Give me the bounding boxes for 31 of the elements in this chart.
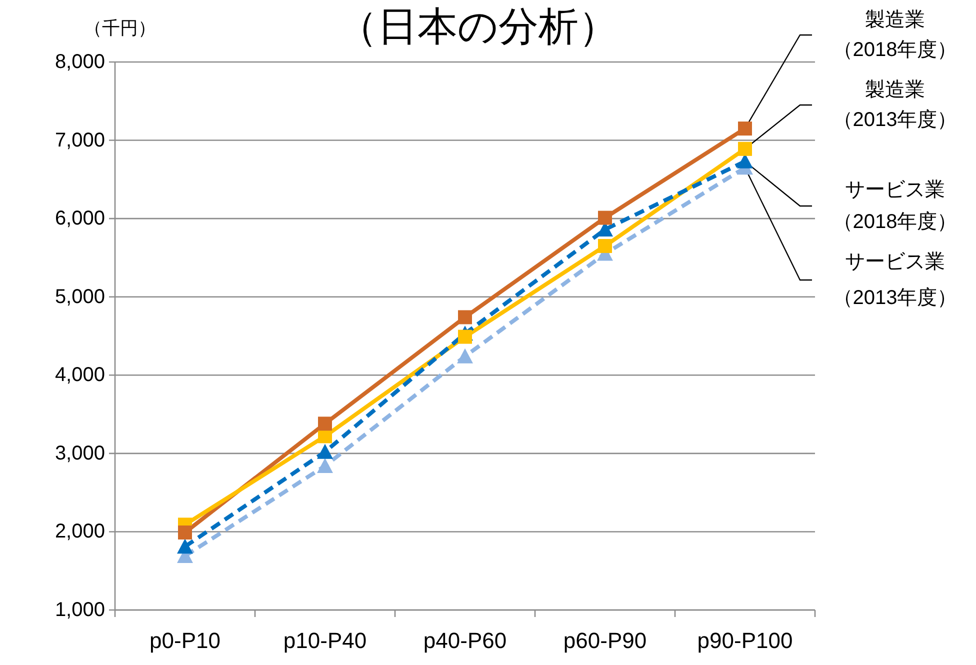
y-tick-label: 2,000 xyxy=(54,520,105,543)
y-tick-label: 4,000 xyxy=(54,364,105,386)
x-tick-label: p0-P10 xyxy=(150,628,220,653)
point xyxy=(598,210,612,225)
chart-title: （日本の分析） xyxy=(338,5,618,49)
point xyxy=(457,348,473,364)
x-tick-label: p60-P90 xyxy=(563,628,647,653)
point xyxy=(738,122,752,136)
point xyxy=(738,142,752,156)
y-tick-label: 6,000 xyxy=(54,208,105,230)
point xyxy=(318,416,332,431)
y-tick-label: 8,000 xyxy=(54,51,105,73)
x-tick-label: p40-P60 xyxy=(423,628,507,653)
y-tick-label: 7,000 xyxy=(54,129,105,152)
text: サービス業（2018年度） xyxy=(832,179,958,233)
text: 製造業（2013年度） xyxy=(832,79,958,131)
point xyxy=(178,525,192,540)
y-axis-title: （千円） xyxy=(84,18,156,38)
point xyxy=(598,238,612,253)
y-tick-label: 5,000 xyxy=(54,286,105,308)
text: サービス業（2013年度） xyxy=(832,251,958,309)
point xyxy=(177,538,193,554)
y-tick-label: 3,000 xyxy=(54,442,105,464)
point xyxy=(458,330,472,344)
text: 製造業（2018年度） xyxy=(832,9,958,61)
y-tick-label: 1,000 xyxy=(54,599,105,621)
point xyxy=(317,458,333,473)
x-tick-label: p90-P100 xyxy=(697,628,793,653)
point xyxy=(458,310,472,324)
point xyxy=(317,444,333,459)
x-tick-label: p10-P40 xyxy=(283,628,367,653)
